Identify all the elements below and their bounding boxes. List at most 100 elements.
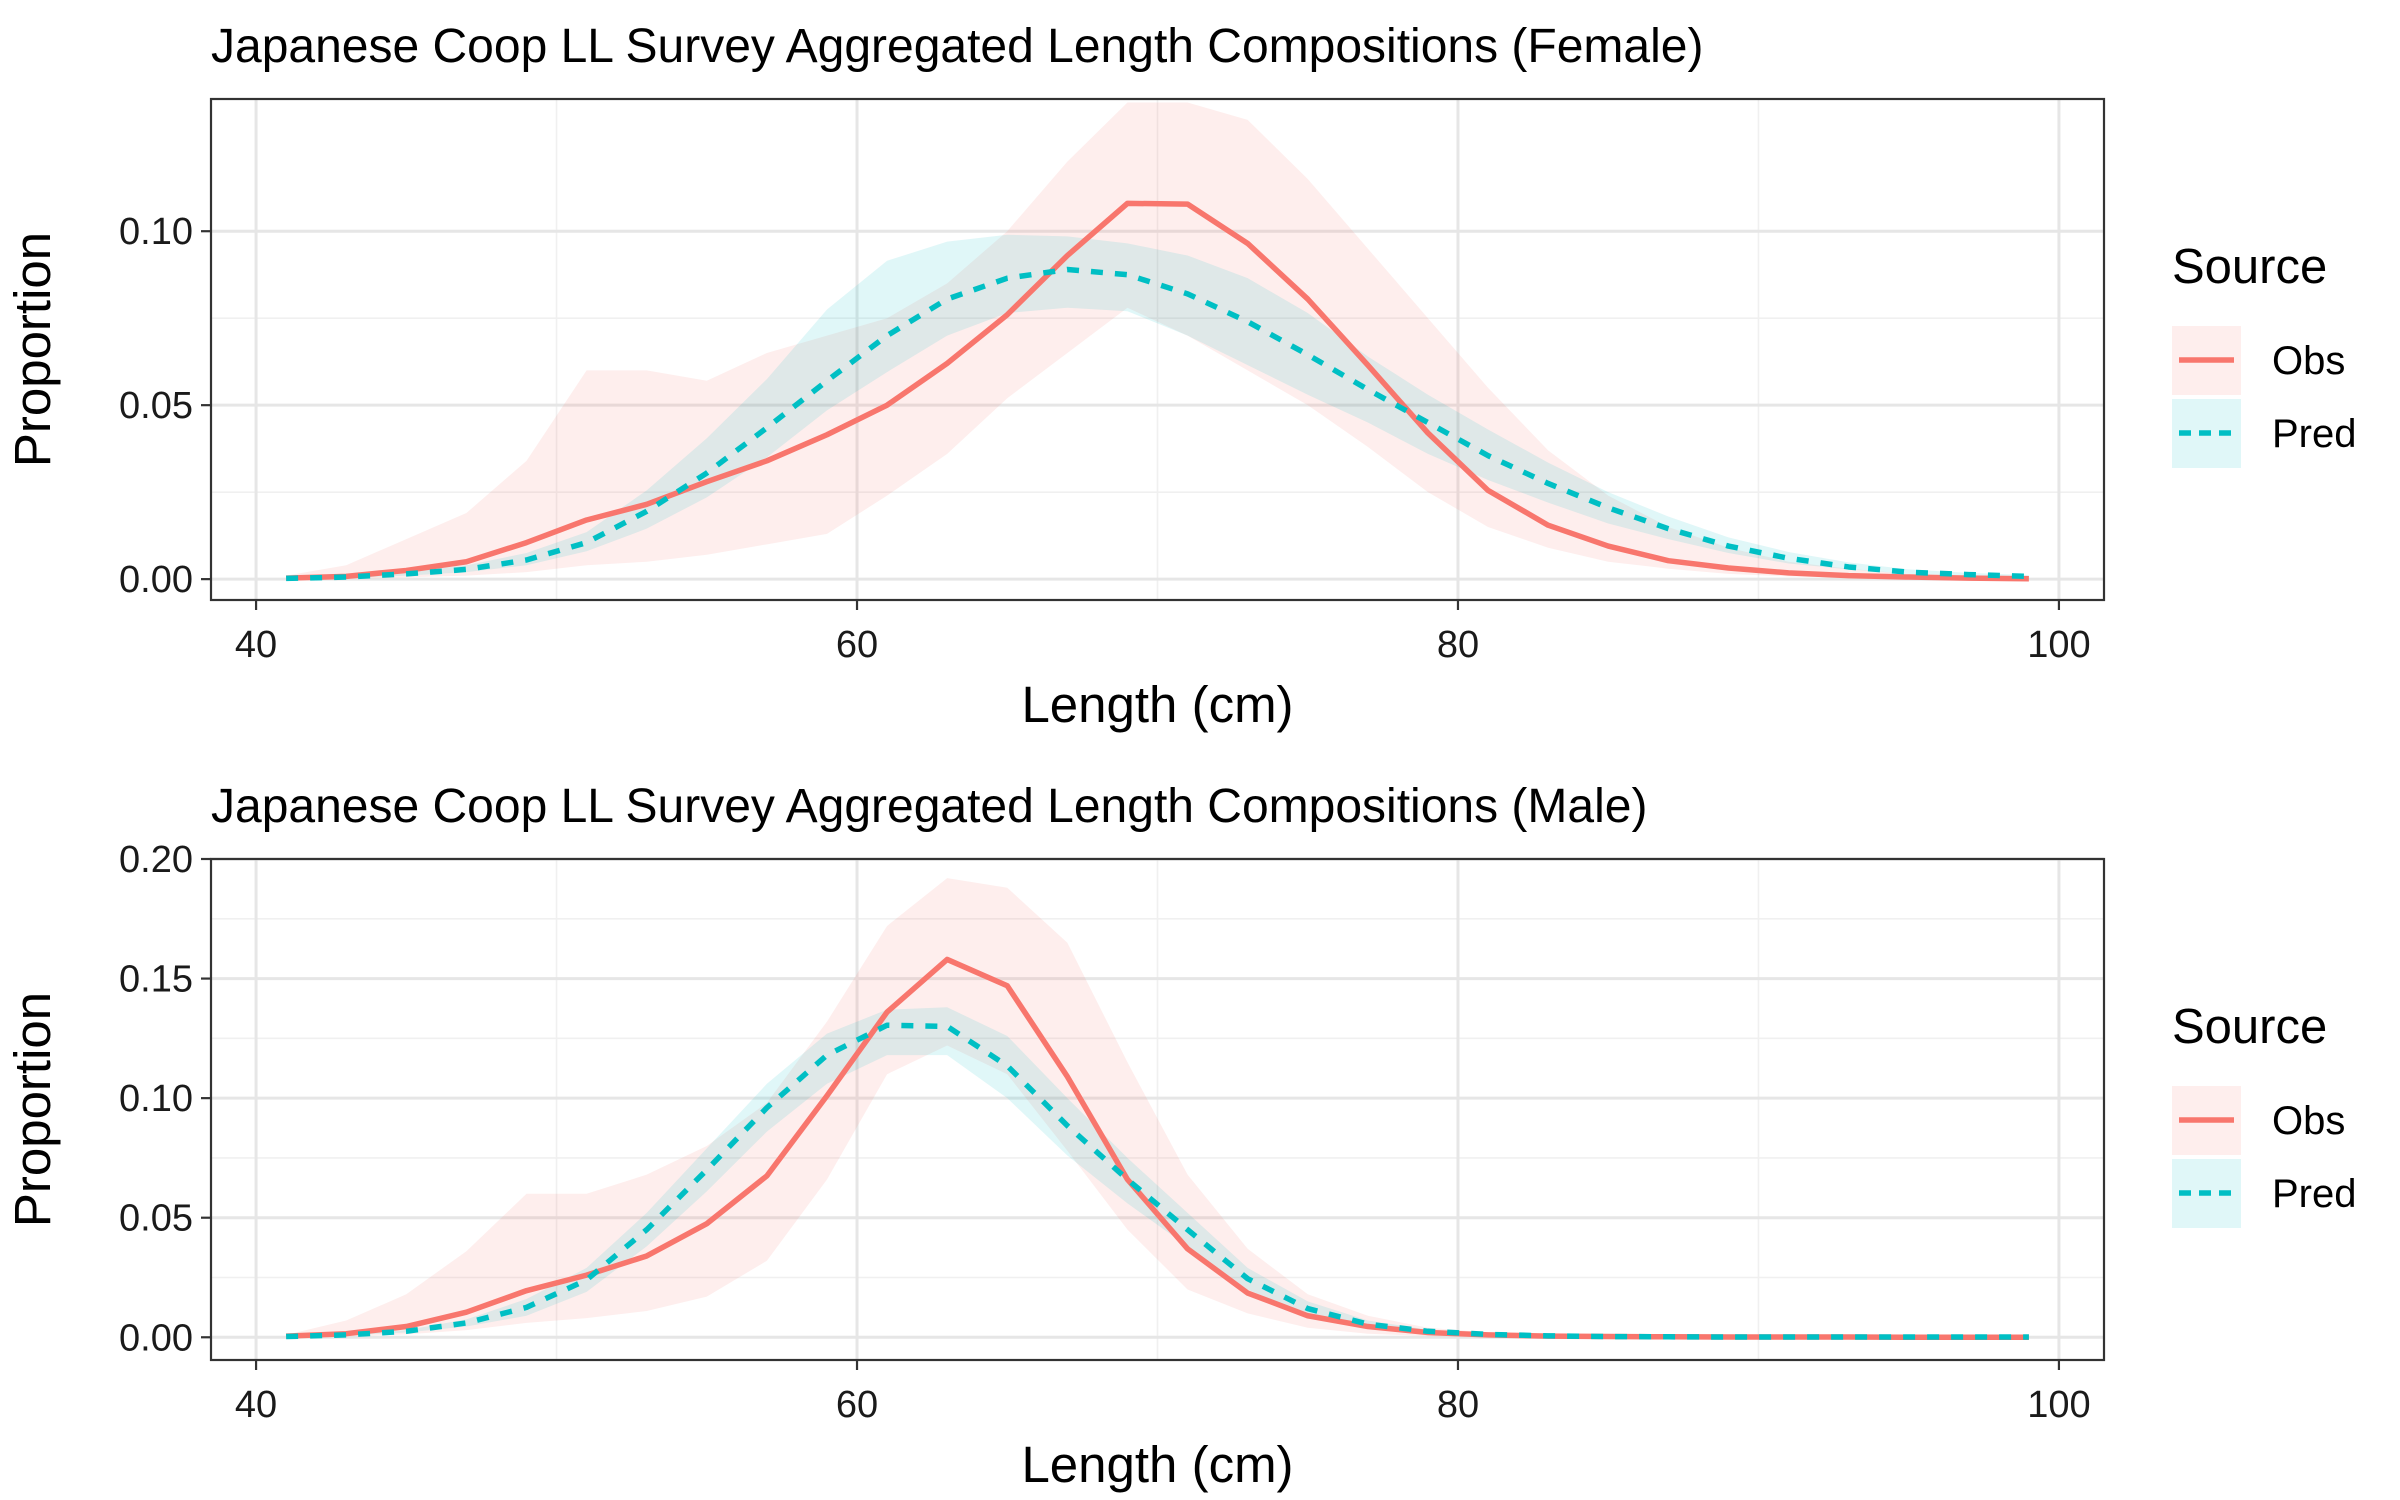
- x-tick-label: 60: [836, 624, 878, 666]
- axes: 40 60 80 100 0.00 0.05 0.10 Length (cm) Proporti…: [4, 211, 2091, 733]
- data-point-pred: [2026, 573, 2032, 579]
- data-point-obs: [1665, 558, 1671, 564]
- data-point-obs: [1185, 1246, 1191, 1252]
- data-point-pred: [1906, 1334, 1912, 1340]
- data-point-pred: [704, 470, 710, 476]
- data-point-pred: [1425, 420, 1431, 426]
- axes: 40 60 80 100 0.00 0.05 0.10 0.15 0.20 Length (cm)…: [4, 839, 2091, 1493]
- data-point-pred: [1004, 275, 1010, 281]
- data-point-pred: [1725, 1334, 1731, 1340]
- data-point-obs: [1605, 543, 1611, 549]
- data-point-obs: [584, 517, 590, 523]
- x-tick-label: 100: [2027, 624, 2090, 666]
- x-tick-label: 60: [836, 1384, 878, 1426]
- y-tick-label: 0.15: [119, 959, 193, 1001]
- data-point-obs: [1786, 570, 1792, 576]
- data-point-pred: [1365, 1321, 1371, 1327]
- y-tick-label: 0.05: [119, 1198, 193, 1240]
- data-point-pred: [1605, 505, 1611, 511]
- legend-key-obs: [2172, 1086, 2241, 1155]
- gridlines: [211, 99, 2104, 600]
- data-point-obs: [1545, 522, 1551, 528]
- data-point-pred: [1425, 1328, 1431, 1334]
- data-point-pred: [1124, 1176, 1130, 1182]
- data-point-obs: [704, 479, 710, 485]
- data-point-obs: [644, 501, 650, 507]
- data-point-pred: [1605, 1334, 1611, 1340]
- chart-title: Japanese Coop LL Survey Aggregated Lengt…: [211, 20, 1703, 73]
- plot-border: [209, 97, 2106, 602]
- data-point-pred: [524, 557, 530, 563]
- data-point-obs: [824, 432, 830, 438]
- x-axis-title: Length (cm): [1021, 676, 1293, 733]
- data-point-pred: [524, 1304, 530, 1310]
- data-point-obs: [1004, 312, 1010, 318]
- data-point-obs: [1725, 565, 1731, 571]
- legend-key-pred: [2172, 399, 2241, 468]
- data-point-pred: [283, 575, 289, 581]
- y-axis-title: Proportion: [4, 992, 61, 1227]
- x-tick-label: 40: [235, 1384, 277, 1426]
- data-point-obs: [824, 1093, 830, 1099]
- data-point-pred: [764, 425, 770, 431]
- legend-label-pred: Pred: [2272, 412, 2357, 456]
- y-tick-label: 0.20: [119, 839, 193, 881]
- data-point-pred: [463, 1320, 469, 1326]
- data-point-obs: [1245, 240, 1251, 246]
- legend-key-obs: [2172, 326, 2241, 395]
- x-tick-label: 80: [1437, 624, 1479, 666]
- data-point-obs: [1064, 1074, 1070, 1080]
- plot-border: [209, 857, 2106, 1362]
- legend: Source Obs Pred: [2172, 1000, 2357, 1228]
- data-point-pred: [1365, 387, 1371, 393]
- legend-title: Source: [2172, 1000, 2327, 1054]
- y-tick-label: 0.05: [119, 385, 193, 427]
- data-point-obs: [1305, 296, 1311, 302]
- ribbon-obs: [286, 878, 2029, 1338]
- data-point-pred: [1245, 319, 1251, 325]
- data-point-pred: [1004, 1063, 1010, 1069]
- data-point-obs: [463, 1309, 469, 1315]
- data-point-obs: [884, 402, 890, 408]
- data-point-obs: [1425, 430, 1431, 436]
- data-point-pred: [343, 1332, 349, 1338]
- data-point-pred: [1485, 1331, 1491, 1337]
- data-point-pred: [403, 571, 409, 577]
- legend: Source Obs Pred: [2172, 240, 2357, 468]
- data-point-pred: [463, 566, 469, 572]
- data-point-obs: [463, 559, 469, 565]
- y-tick-label: 0.10: [119, 211, 193, 253]
- data-point-pred: [283, 1334, 289, 1340]
- data-point-obs: [1846, 573, 1852, 579]
- data-point-obs: [884, 1009, 890, 1015]
- legend-key-pred: [2172, 1159, 2241, 1228]
- data-point-obs: [1305, 1313, 1311, 1319]
- data-point-pred: [1545, 480, 1551, 486]
- data-point-obs: [944, 956, 950, 962]
- y-tick-label: 0.00: [119, 559, 193, 601]
- legend-title: Source: [2172, 240, 2327, 294]
- data-point-obs: [1485, 487, 1491, 493]
- legend-label-obs: Obs: [2272, 339, 2345, 383]
- data-point-pred: [1305, 352, 1311, 358]
- data-point-pred: [584, 540, 590, 546]
- series-line-pred: [286, 266, 2029, 582]
- y-tick-label: 0.00: [119, 1317, 193, 1359]
- data-point-obs: [764, 458, 770, 464]
- data-point-obs: [704, 1221, 710, 1227]
- data-point-pred: [1064, 1123, 1070, 1129]
- data-point-pred: [1665, 526, 1671, 532]
- data-point-obs: [1185, 201, 1191, 207]
- data-layer: [283, 878, 2029, 1341]
- legend-label-pred: Pred: [2272, 1172, 2357, 1216]
- data-point-pred: [1786, 1334, 1792, 1340]
- data-point-pred: [824, 378, 830, 384]
- data-point-pred: [1665, 1334, 1671, 1340]
- data-point-pred: [1485, 453, 1491, 459]
- data-point-obs: [1064, 253, 1070, 259]
- data-point-pred: [1185, 1227, 1191, 1233]
- data-point-obs: [764, 1173, 770, 1179]
- x-axis-title: Length (cm): [1021, 1436, 1293, 1493]
- y-axis-title: Proportion: [4, 232, 61, 467]
